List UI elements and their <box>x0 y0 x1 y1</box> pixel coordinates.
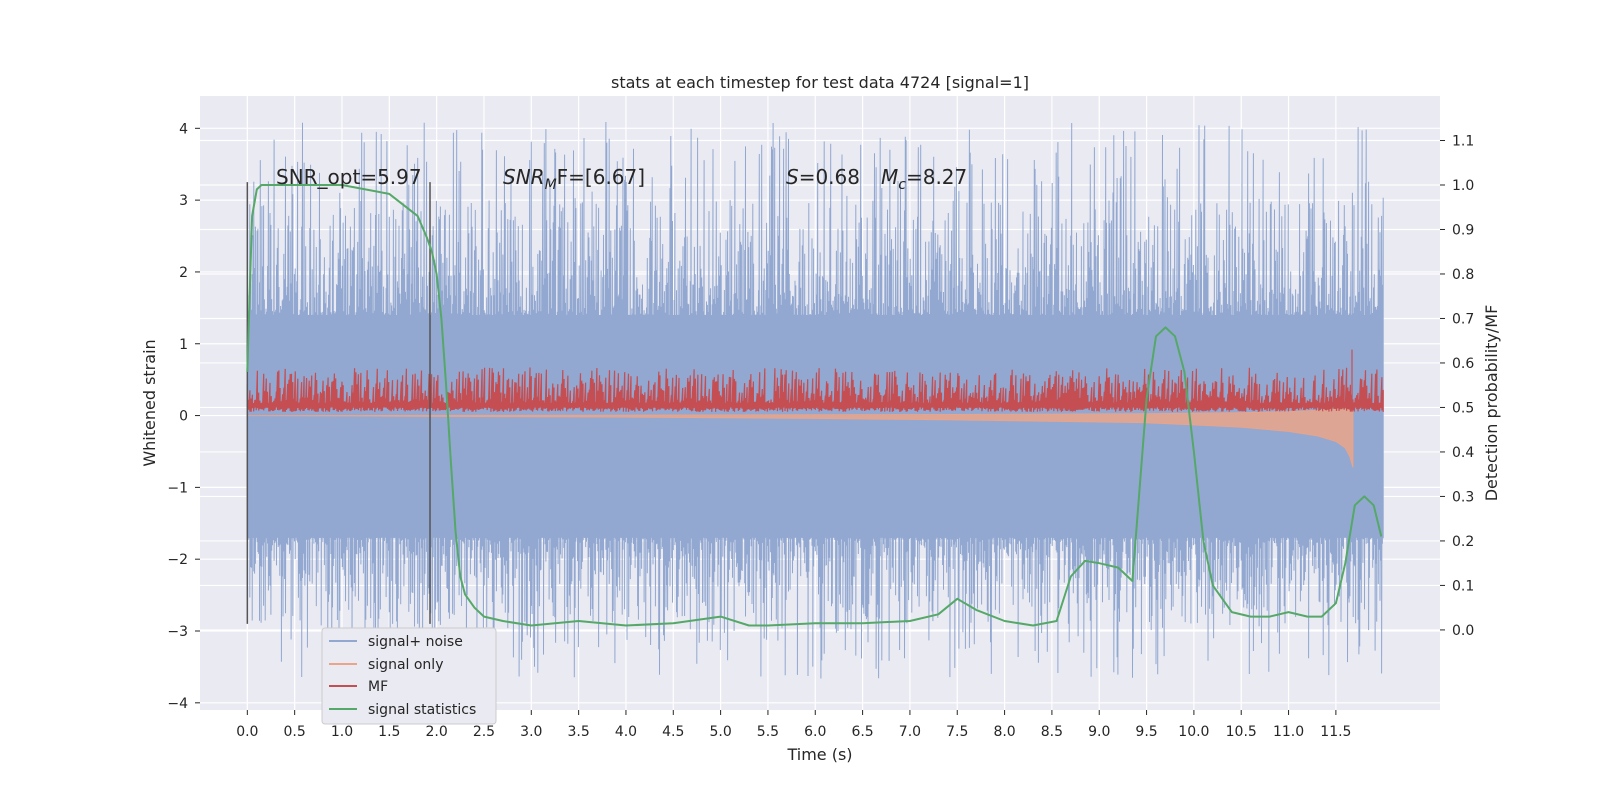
x-tick-label: 11.0 <box>1273 724 1304 740</box>
x-tick-label: 8.5 <box>1041 724 1063 740</box>
y-tick-label: −1 <box>167 480 188 496</box>
x-tick-label: 11.5 <box>1320 724 1351 740</box>
y-tick-label: −4 <box>167 696 188 712</box>
x-tick-label: 3.5 <box>567 724 589 740</box>
x-tick-label: 1.0 <box>331 724 353 740</box>
legend-label-signal-only: signal only <box>368 657 443 673</box>
y2-tick-label: 0.1 <box>1452 578 1474 594</box>
y-tick-label: 1 <box>179 337 188 353</box>
x-tick-label: 0.0 <box>236 724 258 740</box>
y-tick-label: −3 <box>167 624 188 640</box>
y2-tick-label: 0.5 <box>1452 400 1474 416</box>
x-tick-label: 10.0 <box>1178 724 1209 740</box>
x-tick-label: 9.5 <box>1135 724 1157 740</box>
y-tick-label: 0 <box>179 409 188 425</box>
y-tick-label: 4 <box>179 121 188 137</box>
annotation-snr-opt: SNR_opt=5.97 <box>276 165 422 189</box>
x-tick-label: 10.5 <box>1226 724 1257 740</box>
legend-label-signal-noise: signal+ noise <box>368 634 463 650</box>
x-tick-label: 3.0 <box>520 724 542 740</box>
y2-tick-label: 0.9 <box>1452 222 1474 238</box>
x-tick-labels: 0.0 0.5 1.0 1.5 2.0 2.5 3.0 3.5 4.0 4.5 5.0 5.5 6.0 6… <box>236 710 1351 740</box>
x-tick-label: 2.0 <box>426 724 448 740</box>
y2-axis-label: Detection probability/MF <box>1482 305 1501 502</box>
y-tick-label: 3 <box>179 193 188 209</box>
legend-label-mf: MF <box>368 679 388 695</box>
annotation-mc-label: M <box>881 165 898 189</box>
annotation-s-value: =0.68 <box>799 165 860 189</box>
plot-content <box>246 121 1384 679</box>
annotation-snr-mf-label: SNR <box>503 165 545 189</box>
signal-statistics-series <box>246 184 1383 627</box>
y-axis-label: Whitened strain <box>140 339 159 466</box>
y2-tick-label: 0.8 <box>1452 267 1474 283</box>
legend-label-signal-statistics: signal statistics <box>368 702 476 718</box>
legend: signal+ noise signal only MF signal stat… <box>321 627 497 725</box>
y2-tick-label: 1.1 <box>1452 133 1474 149</box>
y-tick-labels: −4 −3 −2 −1 0 1 2 3 4 <box>167 121 200 712</box>
annotation-mc-sub: c <box>898 177 906 193</box>
y2-tick-label: 0.7 <box>1452 311 1474 327</box>
y2-tick-label: 0.2 <box>1452 534 1474 550</box>
mf-series <box>246 349 1384 412</box>
y-tick-label: 2 <box>179 265 188 281</box>
y2-tick-labels: 0.0 0.1 0.2 0.3 0.4 0.5 0.6 0.7 0.8 0.9 1.0 1.1 <box>1440 133 1474 639</box>
annotation-mc-value: =8.27 <box>906 165 967 189</box>
y2-tick-label: 0.3 <box>1452 489 1474 505</box>
legend-box <box>321 627 497 725</box>
annotation-snr-mf: SNRMF=[6.67] <box>503 165 645 193</box>
x-tick-label: 1.5 <box>378 724 400 740</box>
y2-tick-label: 0.6 <box>1452 356 1474 372</box>
x-tick-label: 2.5 <box>473 724 495 740</box>
x-tick-label: 5.0 <box>709 724 731 740</box>
y2-tick-label: 1.0 <box>1452 178 1474 194</box>
signal-only-series <box>247 401 1354 468</box>
annotation-snr-mf-sub: M <box>545 177 557 193</box>
x-tick-label: 4.5 <box>662 724 684 740</box>
annotation-mc: Mc=8.27 <box>881 165 967 193</box>
x-tick-label: 6.0 <box>804 724 826 740</box>
signal-noise-series <box>246 121 1384 679</box>
x-tick-label: 9.0 <box>1088 724 1110 740</box>
y2-tick-label: 0.4 <box>1452 445 1474 461</box>
chart-title: stats at each timestep for test data 472… <box>611 73 1029 92</box>
y2-tick-label: 0.0 <box>1452 623 1474 639</box>
x-tick-label: 7.0 <box>899 724 921 740</box>
y-tick-label: −2 <box>167 552 188 568</box>
annotation-snr-mf-value: F=[6.67] <box>557 165 645 189</box>
x-tick-label: 8.0 <box>993 724 1015 740</box>
annotation-s: S=0.68 <box>786 165 860 189</box>
x-tick-label: 0.5 <box>284 724 306 740</box>
x-tick-label: 7.5 <box>946 724 968 740</box>
x-tick-label: 6.5 <box>851 724 873 740</box>
annotation-s-label: S <box>786 165 799 189</box>
x-tick-label: 5.5 <box>757 724 779 740</box>
x-axis-label: Time (s) <box>786 745 852 764</box>
x-tick-label: 4.0 <box>615 724 637 740</box>
